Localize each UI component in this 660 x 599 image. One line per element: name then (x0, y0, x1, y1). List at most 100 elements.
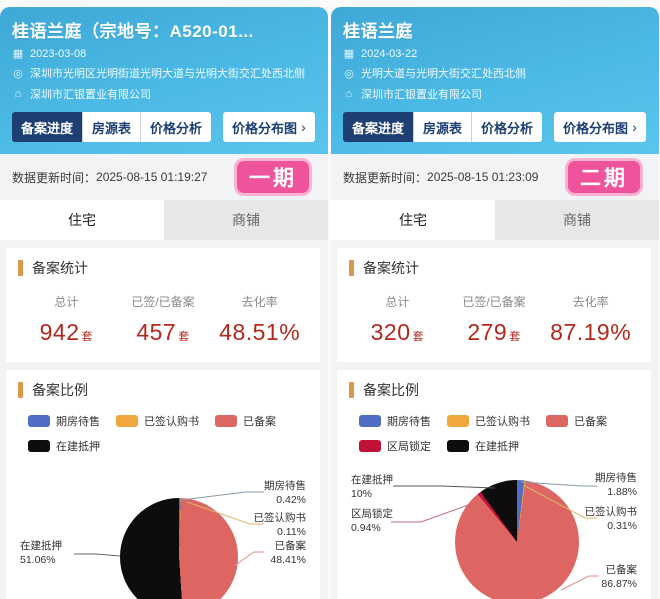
property-title: 桂语兰庭（宗地号：A520-01... (12, 22, 254, 41)
leader-line-mortgage (74, 553, 121, 557)
location-icon: ◎ (344, 67, 354, 80)
update-time-label: 数据更新时间： (12, 170, 97, 185)
legend-label-purchase: 已签认购书 (144, 416, 199, 428)
stat-signed-value: 457 (136, 319, 177, 345)
update-time-row: 数据更新时间： 2025-08-15 01:23:09 二期 (331, 154, 659, 200)
date-text: 2024-03-22 (361, 47, 418, 60)
company-icon: ⌂ (345, 88, 353, 100)
legend-item-purchase[interactable]: 已签认购书 (116, 413, 199, 429)
property-type-tabs: 住宅 商铺 (331, 200, 659, 240)
filing-stats-card: 备案统计 总计 942 套 已签/已备案 457 套 去化率 48.51% (6, 248, 320, 362)
legend-item-presale[interactable]: 期房待售 (359, 413, 431, 429)
stat-total-unit: 套 (81, 331, 94, 343)
stats-section-header: 备案统计 (349, 258, 639, 278)
tab-residential[interactable]: 住宅 (331, 200, 495, 240)
tab-shops[interactable]: 商铺 (164, 200, 328, 240)
nav-tab-listings[interactable]: 房源表 (83, 112, 142, 142)
nav-tab-price-distribution[interactable]: 价格分布图 › (223, 112, 315, 142)
pie-label-purchase: 已签认购书 0.11% (253, 512, 307, 538)
calendar-icon: ▦ (343, 48, 355, 60)
tab-residential[interactable]: 住宅 (0, 200, 164, 240)
filing-stats-card: 备案统计 总计 320 套 已签/已备案 279 套 去化率 87.19% (337, 248, 651, 362)
ratio-section-title: 备案比例 (363, 382, 419, 398)
stat-total-label: 总计 (385, 295, 410, 309)
section-marker (18, 382, 23, 398)
section-marker (349, 382, 354, 398)
pie-chart[interactable] (120, 498, 238, 599)
stat-rate-value: 48.51% (219, 319, 301, 345)
nav-tab-price-distribution-label: 价格分布图 (563, 120, 629, 136)
nav-tab-filing-progress[interactable]: 备案进度 (343, 112, 415, 142)
pie-legend: 期房待售 已签认购书 已备案 在建抵押 (28, 413, 308, 454)
chevron-right-icon: › (632, 119, 637, 135)
tab-shops[interactable]: 商铺 (495, 200, 659, 240)
date-text: 2023-03-08 (30, 47, 87, 60)
chevron-right-icon: › (301, 119, 306, 135)
company-icon: ⌂ (14, 88, 22, 100)
nav-tab-bar: 备案进度 房源表 价格分析 价格分布图 › (343, 112, 647, 142)
location-icon: ◎ (13, 67, 23, 80)
update-time-label: 数据更新时间： (343, 170, 428, 185)
calendar-icon: ▦ (12, 48, 24, 60)
stat-signed-label: 已签/已备案 (131, 295, 195, 309)
stat-signed-unit: 套 (178, 331, 190, 343)
company-text: 深圳市汇银置业有限公司 (30, 89, 151, 101)
legend-swatch-locked (359, 440, 381, 452)
ratio-section-header: 备案比例 (18, 380, 308, 400)
legend-label-presale: 期房待售 (387, 416, 431, 428)
stat-rate: 去化率 48.51% (211, 293, 308, 346)
legend-item-presale[interactable]: 期房待售 (28, 413, 100, 429)
filing-ratio-card: 备案比例 期房待售 已签认购书 已备案 在建抵押 期房待售 0.42% (6, 370, 320, 599)
address-row: ◎ 深圳市光明区光明街道光明大道与光明大街交汇处西北侧 (12, 65, 316, 81)
stats-row: 总计 320 套 已签/已备案 279 套 去化率 87.19% (349, 293, 639, 352)
pie-label-locked: 区局锁定 0.94% (351, 508, 393, 534)
pie-label-mortgage: 在建抵押 51.06% (20, 540, 62, 566)
stat-signed-unit: 套 (509, 331, 521, 343)
stat-total-value: 942 (39, 319, 80, 345)
nav-tab-price-analysis[interactable]: 价格分析 (472, 112, 543, 142)
address-text: 光明大道与光明大街交汇处西北侧 (361, 68, 526, 80)
nav-tab-bar: 备案进度 房源表 价格分析 价格分布图 › (12, 112, 316, 142)
stats-section-title: 备案统计 (363, 260, 419, 276)
date-row: ▦ 2023-03-08 (12, 47, 316, 61)
stat-signed-label: 已签/已备案 (462, 295, 526, 309)
stat-signed-value: 279 (467, 319, 508, 345)
legend-swatch-recorded (215, 415, 237, 427)
company-row: ⌂ 深圳市汇银置业有限公司 (12, 86, 316, 102)
legend-item-recorded[interactable]: 已备案 (215, 413, 276, 429)
legend-swatch-mortgage (28, 440, 50, 452)
phase-badge: 二期 (565, 158, 643, 196)
pie-legend: 期房待售 已签认购书 已备案 区局锁定 在建抵押 (359, 413, 639, 454)
pie-label-purchase: 已签认购书 0.31% (584, 506, 638, 532)
pie-chart[interactable] (455, 480, 579, 599)
legend-item-locked[interactable]: 区局锁定 (359, 438, 431, 454)
nav-tab-price-analysis[interactable]: 价格分析 (141, 112, 212, 142)
legend-item-mortgage[interactable]: 在建抵押 (28, 438, 100, 454)
legend-swatch-presale (28, 415, 50, 427)
legend-item-purchase[interactable]: 已签认购书 (447, 413, 530, 429)
stat-total: 总计 320 套 (349, 293, 446, 346)
leader-line-mortgage (393, 485, 496, 489)
stat-rate-label: 去化率 (241, 295, 278, 309)
stat-total-value: 320 (370, 319, 411, 345)
legend-item-recorded[interactable]: 已备案 (546, 413, 607, 429)
legend-label-mortgage: 在建抵押 (475, 441, 519, 453)
nav-tab-listings[interactable]: 房源表 (414, 112, 473, 142)
update-time-row: 数据更新时间： 2025-08-15 01:19:27 一期 (0, 154, 328, 200)
nav-tab-filing-progress[interactable]: 备案进度 (12, 112, 84, 142)
nav-tab-price-distribution[interactable]: 价格分布图 › (554, 112, 646, 142)
pie-chart-region: 期房待售 0.42% 已签认购书 0.11% 已备案 48.41% 在建抵押 5… (18, 460, 308, 599)
legend-label-recorded: 已备案 (243, 416, 276, 428)
stat-rate-label: 去化率 (572, 295, 609, 309)
stat-rate: 去化率 87.19% (542, 293, 639, 346)
property-header: 桂语兰庭（宗地号：A520-01... ▦ 2023-03-08 ◎ 深圳市光明… (0, 7, 328, 154)
legend-swatch-recorded (546, 415, 568, 427)
legend-item-mortgage[interactable]: 在建抵押 (447, 438, 519, 454)
stat-total: 总计 942 套 (18, 293, 115, 346)
ratio-section-header: 备案比例 (349, 380, 639, 400)
stat-rate-value: 87.19% (550, 319, 632, 345)
section-marker (349, 260, 354, 276)
nav-tab-price-distribution-label: 价格分布图 (232, 120, 298, 136)
update-time-value: 2025-08-15 01:23:09 (427, 170, 539, 184)
legend-label-purchase: 已签认购书 (475, 416, 530, 428)
